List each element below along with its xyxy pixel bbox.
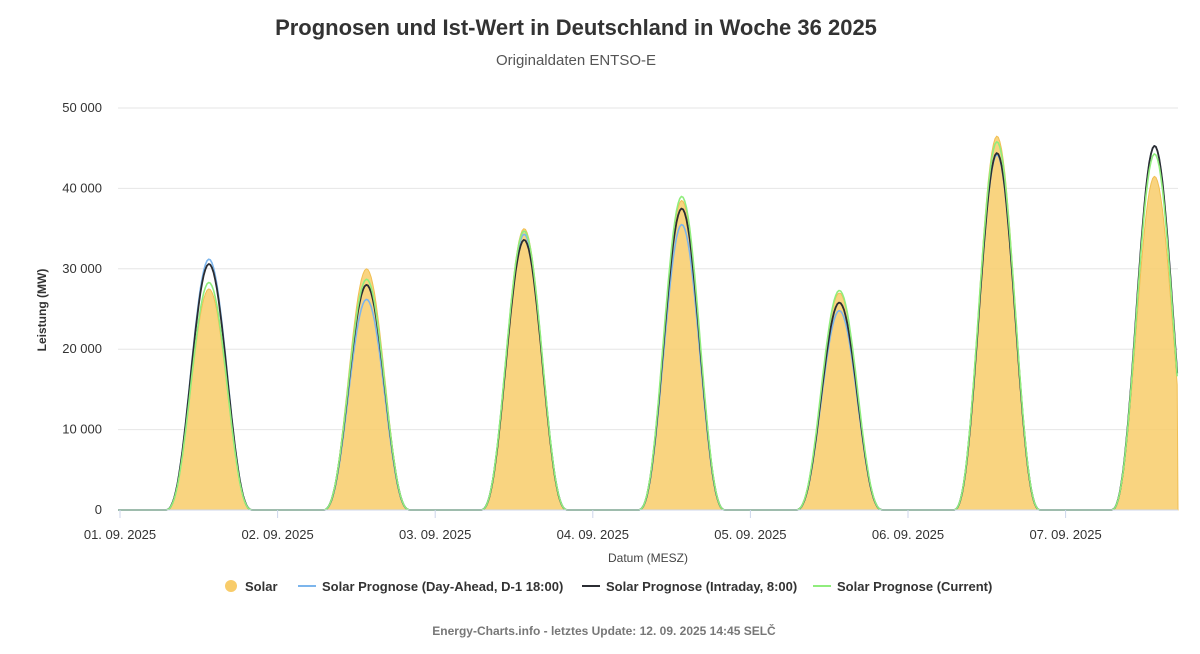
x-axis-ticks: 01. 09. 2025 02. 09. 2025 03. 09. 2025 04. … xyxy=(84,510,1102,542)
legend-item-intraday[interactable]: Solar Prognose (Intraday, 8:00) xyxy=(582,579,797,594)
y-axis-title: Leistung (MW) xyxy=(35,269,49,352)
legend-symbol-solar xyxy=(225,580,237,592)
x-tick-label: 06. 09. 2025 xyxy=(872,527,944,542)
legend-label-current: Solar Prognose (Current) xyxy=(837,579,992,594)
x-axis-title: Datum (MESZ) xyxy=(608,551,688,565)
chart-subtitle: Originaldaten ENTSO-E xyxy=(496,52,656,69)
y-tick-label: 40 000 xyxy=(62,180,102,195)
legend-item-current[interactable]: Solar Prognose (Current) xyxy=(813,579,992,594)
legend-item-day-ahead[interactable]: Solar Prognose (Day-Ahead, D-1 18:00) xyxy=(298,579,563,594)
x-tick-label: 07. 09. 2025 xyxy=(1029,527,1101,542)
y-tick-label: 50 000 xyxy=(62,100,102,115)
y-axis-ticks: 0 10 000 20 000 30 000 40 000 50 000 xyxy=(62,100,102,517)
legend-label-day-ahead: Solar Prognose (Day-Ahead, D-1 18:00) xyxy=(322,579,563,594)
y-tick-label: 0 xyxy=(95,502,102,517)
chart-title: Prognosen und Ist-Wert in Deutschland in… xyxy=(275,15,877,40)
y-tick-label: 20 000 xyxy=(62,341,102,356)
legend[interactable]: Solar Solar Prognose (Day-Ahead, D-1 18:… xyxy=(225,579,992,594)
x-tick-label: 01. 09. 2025 xyxy=(84,527,156,542)
x-tick-label: 04. 09. 2025 xyxy=(557,527,629,542)
solar-area-layer[interactable] xyxy=(118,135,1179,511)
x-tick-label: 03. 09. 2025 xyxy=(399,527,471,542)
legend-label-solar: Solar xyxy=(245,579,278,594)
y-tick-label: 30 000 xyxy=(62,261,102,276)
x-tick-label: 05. 09. 2025 xyxy=(714,527,786,542)
y-tick-label: 10 000 xyxy=(62,422,102,437)
x-tick-label: 02. 09. 2025 xyxy=(241,527,313,542)
credits[interactable]: Energy-Charts.info - letztes Update: 12.… xyxy=(432,623,776,638)
legend-label-intraday: Solar Prognose (Intraday, 8:00) xyxy=(606,579,797,594)
solar-area[interactable] xyxy=(118,135,1179,511)
legend-item-solar[interactable]: Solar xyxy=(225,579,278,594)
